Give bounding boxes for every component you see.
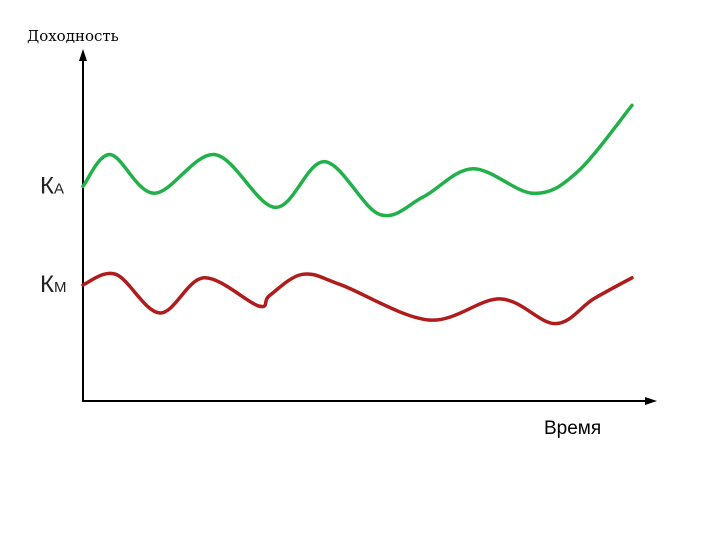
x-axis-arrow-icon [645,397,657,405]
series-line-1 [81,271,634,326]
y-axis-arrow-icon [79,49,87,61]
series-label-main: К [40,172,54,199]
series-label-sub: М [54,279,67,296]
series-layer [81,103,634,326]
series-line-0 [81,103,634,218]
x-axis-label: Время [544,418,601,439]
series-label-main: К [40,271,54,298]
series-label-sub: А [54,180,64,197]
axes [79,49,657,405]
y-axis-label: Доходность [27,27,119,45]
series-label-1: КМ [40,271,66,298]
series-label-0: КА [40,172,64,199]
